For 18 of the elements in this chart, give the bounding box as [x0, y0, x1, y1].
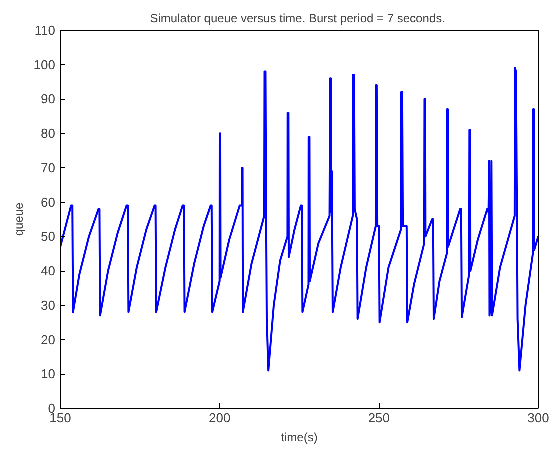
x-axis-title: time(s) — [281, 430, 318, 444]
y-tick-label: 10 — [41, 366, 56, 382]
y-tick-label: 80 — [41, 126, 56, 142]
x-tick-label: 200 — [208, 410, 231, 426]
y-tick-label: 60 — [41, 194, 56, 210]
x-tick-label: 250 — [368, 410, 390, 426]
y-tick-label: 90 — [41, 92, 56, 107]
chart-title: Simulator queue versus time. Burst period = 7 seconds. — [150, 12, 446, 26]
x-tick-label: 300 — [528, 410, 550, 426]
y-tick-label: 100 — [34, 57, 56, 72]
y-tick-label: 70 — [41, 160, 56, 176]
y-tick-label: 30 — [41, 298, 56, 313]
line-series — [60, 67, 538, 372]
y-tick-label: 20 — [41, 332, 56, 348]
y-tick-label: 50 — [41, 229, 56, 244]
y-tick-label: 40 — [41, 264, 56, 279]
y-axis-title: queue — [12, 202, 26, 236]
y-tick-label: 110 — [34, 23, 56, 38]
